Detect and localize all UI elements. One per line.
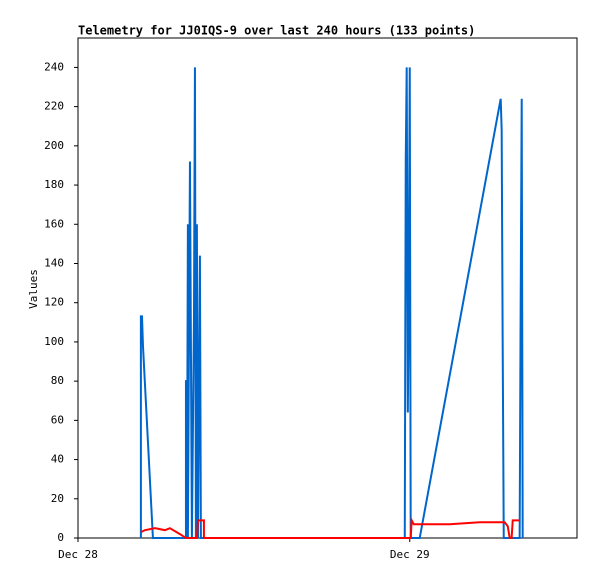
y-tick-label: 0 (57, 531, 64, 544)
x-tick-label: Dec 28 (58, 548, 98, 561)
y-tick-label: 60 (51, 413, 64, 426)
y-tick-label: 220 (44, 100, 64, 113)
y-tick-label: 20 (51, 492, 64, 505)
y-tick-label: 180 (44, 178, 64, 191)
y-tick-label: 140 (44, 256, 64, 269)
x-tick-label: Dec 29 (390, 548, 430, 561)
y-tick-label: 240 (44, 60, 64, 73)
chart-title: Telemetry for JJ0IQS-9 over last 240 hou… (78, 24, 475, 38)
data-line (139, 67, 524, 539)
y-tick-label: 40 (51, 453, 64, 466)
y-tick-label: 200 (44, 139, 64, 152)
y-tick-label: 120 (44, 296, 64, 309)
y-tick-label: 80 (51, 374, 64, 387)
data-line (140, 516, 520, 539)
y-axis-label: Values (27, 269, 40, 309)
y-tick-label: 100 (44, 335, 64, 348)
y-tick-label: 160 (44, 217, 64, 230)
